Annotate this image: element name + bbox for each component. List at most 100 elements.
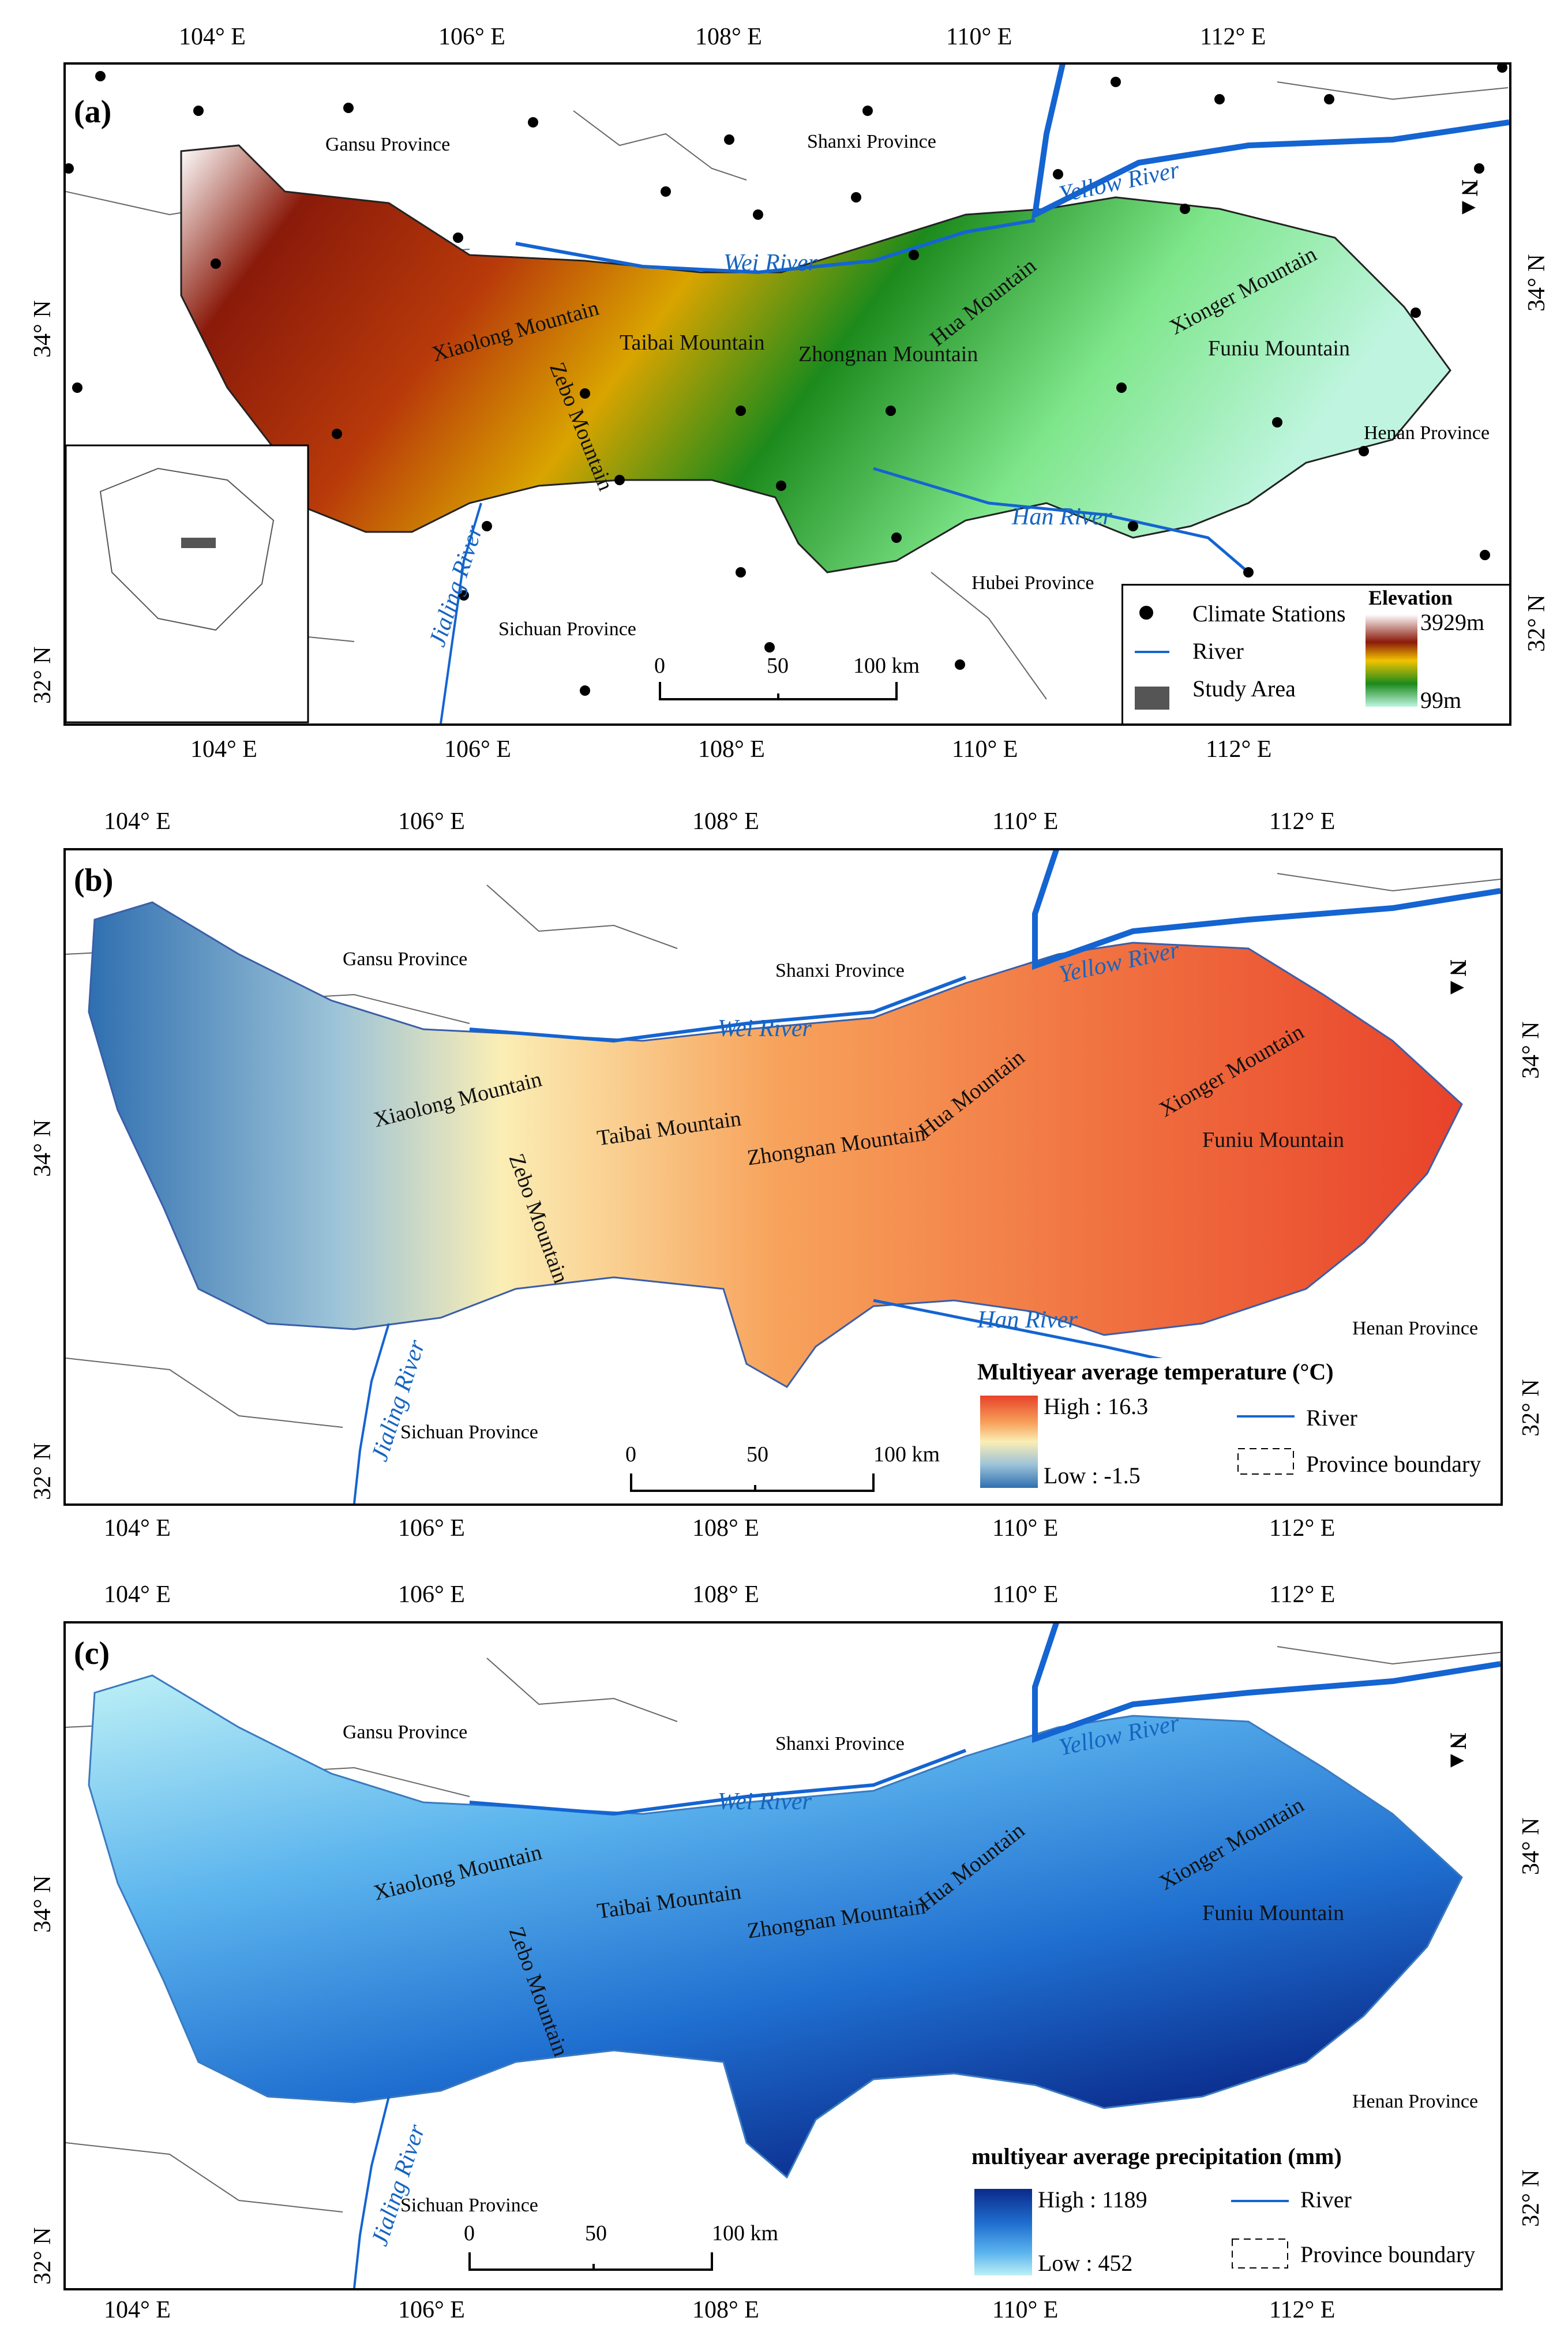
lon-tick-bottom: 112° E <box>1269 1515 1336 1542</box>
scale-mid: 50 <box>767 654 789 678</box>
lat-tick-left: 32° N <box>29 646 56 704</box>
legend-boundary: Province boundary <box>1300 2241 1476 2267</box>
legend-high: 3929m <box>1420 609 1485 635</box>
yellow-river <box>1032 850 1501 970</box>
lon-tick-bottom: 110° E <box>952 736 1018 763</box>
inset-locator <box>66 444 309 723</box>
province-label: Henan Province <box>1352 1318 1479 1339</box>
legend-boundary: Province boundary <box>1306 1451 1481 1477</box>
province-label: Shanxi Province <box>775 960 905 981</box>
wei-river <box>469 1749 967 1816</box>
lon-tick-bottom: 108° E <box>692 2297 759 2323</box>
lat-tick-right: 32° N <box>1518 2169 1544 2227</box>
panel-b: 104° E 106° E 108° E 110° E 112° E <box>0 779 1568 1552</box>
panel-label: (a) <box>74 94 112 130</box>
legend-b: Multiyear average temperature (°C) High … <box>971 1358 1496 1502</box>
scale-zero: 0 <box>654 654 665 678</box>
scale-zero: 0 <box>464 2221 475 2245</box>
province-label: Shanxi Province <box>807 131 936 152</box>
province-label: Shanxi Province <box>775 1733 905 1754</box>
lon-tick-bottom: 106° E <box>398 1515 465 1542</box>
mountain-label: Funiu Mountain <box>1208 336 1350 361</box>
province-label: Gansu Province <box>343 1722 468 1743</box>
legend-stations: Climate Stations <box>1192 601 1346 627</box>
jialing-river <box>353 2096 390 2288</box>
legend-river: River <box>1300 2187 1352 2213</box>
lat-tick-left: 34° N <box>29 1875 56 1933</box>
legend-title: Multiyear average temperature (°C) <box>977 1359 1334 1385</box>
climate-stations <box>66 65 1507 696</box>
lat-tick-right: 34° N <box>1524 254 1550 312</box>
province-label: Henan Province <box>1352 2091 1479 2112</box>
lon-tick-top: 106° E <box>398 1581 465 1608</box>
lon-tick-top: 112° E <box>1200 24 1266 50</box>
lat-tick-right: 34° N <box>1518 1021 1544 1079</box>
legend-low: Low : 452 <box>1038 2250 1133 2276</box>
wei-river <box>469 976 967 1043</box>
province-label: Gansu Province <box>343 948 468 970</box>
lon-tick-top: 104° E <box>179 24 246 50</box>
study-area-temperature <box>88 901 1463 1388</box>
lon-tick-top: 104° E <box>104 1581 171 1608</box>
lon-tick-bottom: 104° E <box>190 736 257 763</box>
legend-river: River <box>1192 638 1244 664</box>
scale-mid: 50 <box>747 1442 768 1467</box>
scale-max: 100 km <box>712 2221 779 2245</box>
scale-zero: 0 <box>625 1442 636 1467</box>
legend-low: Low : -1.5 <box>1044 1463 1141 1488</box>
lat-tick-left: 34° N <box>29 300 56 358</box>
lon-tick-bottom: 104° E <box>104 1515 171 1542</box>
lat-tick-left: 32° N <box>29 2227 56 2285</box>
scale-max: 100 km <box>873 1442 940 1467</box>
lat-tick-left: 32° N <box>29 1442 56 1500</box>
wei-river <box>515 219 1036 275</box>
river-label: Han River <box>1012 504 1112 530</box>
lon-tick-top: 108° E <box>692 1581 759 1608</box>
mountain-label: Funiu Mountain <box>1202 1128 1344 1152</box>
jialing-river <box>353 1323 390 1503</box>
panel-label: (b) <box>74 863 114 898</box>
lat-tick-right: 32° N <box>1518 1379 1544 1437</box>
legend-river: River <box>1306 1405 1357 1431</box>
lon-tick-top: 110° E <box>992 1581 1059 1608</box>
jialing-river <box>440 503 482 723</box>
lon-tick-top: 110° E <box>992 808 1059 835</box>
north-arrow-icon: N▲ <box>1457 179 1483 219</box>
north-arrow-icon: N▲ <box>1445 959 1472 999</box>
lon-tick-bottom: 108° E <box>692 1515 759 1542</box>
lon-tick-top: 108° E <box>692 808 759 835</box>
north-arrow-icon: N▲ <box>1445 1733 1472 1772</box>
province-label: Hubei Province <box>971 572 1094 594</box>
lon-tick-top: 110° E <box>946 24 1012 50</box>
lon-tick-top: 106° E <box>398 808 465 835</box>
mountain-label: Taibai Mountain <box>620 331 765 355</box>
province-label: Gansu Province <box>325 134 451 155</box>
province-label: Sichuan Province <box>498 618 636 640</box>
map-frame-b: (b) Gansu Province Shanxi Province Henan… <box>63 848 1503 1506</box>
legend-a: Climate Stations River Study Area Elevat… <box>1121 584 1509 723</box>
legend-title: Elevation <box>1368 586 1453 609</box>
river-label: Han River <box>977 1307 1078 1333</box>
legend-title: multiyear average precipitation (mm) <box>971 2143 1342 2169</box>
lat-tick-right: 32° N <box>1524 594 1550 652</box>
lon-tick-top: 108° E <box>695 24 762 50</box>
han-river <box>873 467 1250 573</box>
mountain-label: Funiu Mountain <box>1202 1901 1344 1925</box>
province-label: Sichuan Province <box>400 2195 538 2216</box>
mountain-label: Zhongnan Mountain <box>798 342 978 366</box>
legend-high: High : 1189 <box>1038 2187 1147 2213</box>
river-label: Wei River <box>718 1788 812 1815</box>
lon-tick-bottom: 110° E <box>992 1515 1059 1542</box>
lon-tick-bottom: 106° E <box>444 736 511 763</box>
study-area-precipitation <box>88 1674 1463 2179</box>
legend-c: multiyear average precipitation (mm) Hig… <box>966 2143 1496 2287</box>
river-label: Wei River <box>723 250 817 276</box>
legend-high: High : 16.3 <box>1044 1393 1149 1419</box>
scale-max: 100 km <box>853 654 920 678</box>
lon-tick-bottom: 110° E <box>992 2297 1059 2323</box>
lon-tick-top: 104° E <box>104 808 171 835</box>
panel-label: (c) <box>74 1636 110 1671</box>
lon-tick-bottom: 106° E <box>398 2297 465 2323</box>
lon-tick-top: 112° E <box>1269 1581 1336 1608</box>
legend-low: 99m <box>1420 687 1462 713</box>
